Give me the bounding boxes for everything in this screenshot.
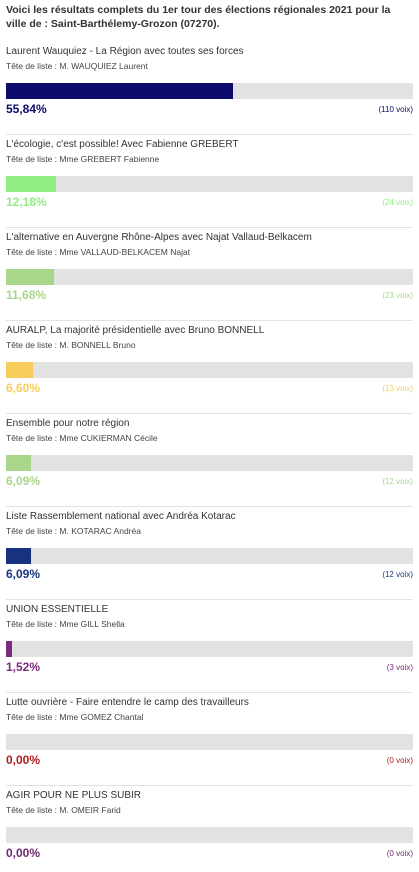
list-head: Tête de liste : Mme CUKIERMAN Cécile	[6, 433, 158, 443]
result-bar-track	[6, 176, 413, 192]
result-item: AGIR POUR NE PLUS SUBIR Tête de liste : …	[6, 786, 413, 872]
result-votes: (0 voix)	[386, 756, 413, 765]
result-percent: 6,60%	[6, 381, 41, 395]
list-name: UNION ESSENTIELLE	[6, 604, 109, 615]
result-item: L'alternative en Auvergne Rhône-Alpes av…	[6, 228, 413, 321]
result-bar-track	[6, 641, 413, 657]
list-head: Tête de liste : M. KOTARAC Andréa	[6, 526, 141, 536]
result-bar-track	[6, 83, 413, 99]
list-head: Tête de liste : M. WAUQUIEZ Laurent	[6, 61, 148, 71]
result-votes: (12 voix)	[382, 570, 413, 579]
list-name: L'écologie, c'est possible! Avec Fabienn…	[6, 139, 239, 150]
result-bar-track	[6, 827, 413, 843]
result-percent: 6,09%	[6, 567, 41, 581]
result-item: L'écologie, c'est possible! Avec Fabienn…	[6, 135, 413, 228]
list-head: Tête de liste : M. OMEIR Farid	[6, 805, 121, 815]
result-percent: 11,68%	[6, 288, 47, 302]
list-name: Laurent Wauquiez - La Région avec toutes…	[6, 46, 244, 57]
results-list: Laurent Wauquiez - La Région avec toutes…	[6, 42, 413, 872]
result-bar-track	[6, 362, 413, 378]
result-bar-fill	[6, 269, 54, 285]
result-item: Ensemble pour notre région Tête de liste…	[6, 414, 413, 507]
result-bar-fill	[6, 83, 234, 99]
result-bar-fill	[6, 176, 56, 192]
list-name: AGIR POUR NE PLUS SUBIR	[6, 790, 142, 801]
result-bar-track	[6, 269, 413, 285]
list-head: Tête de liste : Mme GILL Shella	[6, 619, 125, 629]
list-name: AURALP, La majorité présidentielle avec …	[6, 325, 265, 336]
result-percent: 12,18%	[6, 195, 47, 209]
result-item: Laurent Wauquiez - La Région avec toutes…	[6, 42, 413, 135]
result-bar-track	[6, 548, 413, 564]
list-name: Ensemble pour notre région	[6, 418, 130, 429]
result-votes: (23 voix)	[382, 291, 413, 300]
list-name: Liste Rassemblement national avec Andréa…	[6, 511, 236, 522]
result-item: UNION ESSENTIELLE Tête de liste : Mme GI…	[6, 600, 413, 693]
result-percent: 1,52%	[6, 660, 41, 674]
result-votes: (110 voix)	[378, 105, 413, 114]
result-bar-fill	[6, 548, 31, 564]
result-percent: 55,84%	[6, 102, 47, 116]
result-votes: (12 voix)	[382, 477, 413, 486]
result-bar-fill	[6, 641, 13, 657]
result-votes: (3 voix)	[386, 663, 413, 672]
result-percent: 6,09%	[6, 474, 41, 488]
result-bar-fill	[6, 362, 33, 378]
results-intro: Voici les résultats complets du 1er tour…	[6, 4, 391, 30]
result-percent: 0,00%	[6, 846, 41, 860]
result-votes: (0 voix)	[386, 849, 413, 858]
list-head: Tête de liste : Mme GREBERT Fabienne	[6, 154, 160, 164]
result-votes: (24 voix)	[382, 198, 413, 207]
result-item: AURALP, La majorité présidentielle avec …	[6, 321, 413, 414]
result-bar-fill	[6, 455, 31, 471]
list-name: L'alternative en Auvergne Rhône-Alpes av…	[6, 232, 312, 243]
list-head: Tête de liste : Mme GOMEZ Chantal	[6, 712, 144, 722]
list-head: Tête de liste : Mme VALLAUD-BELKACEM Naj…	[6, 247, 191, 257]
result-percent: 0,00%	[6, 753, 41, 767]
result-bar-track	[6, 734, 413, 750]
result-bar-track	[6, 455, 413, 471]
list-name: Lutte ouvrière - Faire entendre le camp …	[6, 697, 249, 708]
result-item: Lutte ouvrière - Faire entendre le camp …	[6, 693, 413, 786]
result-votes: (13 voix)	[382, 384, 413, 393]
list-head: Tête de liste : M. BONNELL Bruno	[6, 340, 136, 350]
result-item: Liste Rassemblement national avec Andréa…	[6, 507, 413, 600]
